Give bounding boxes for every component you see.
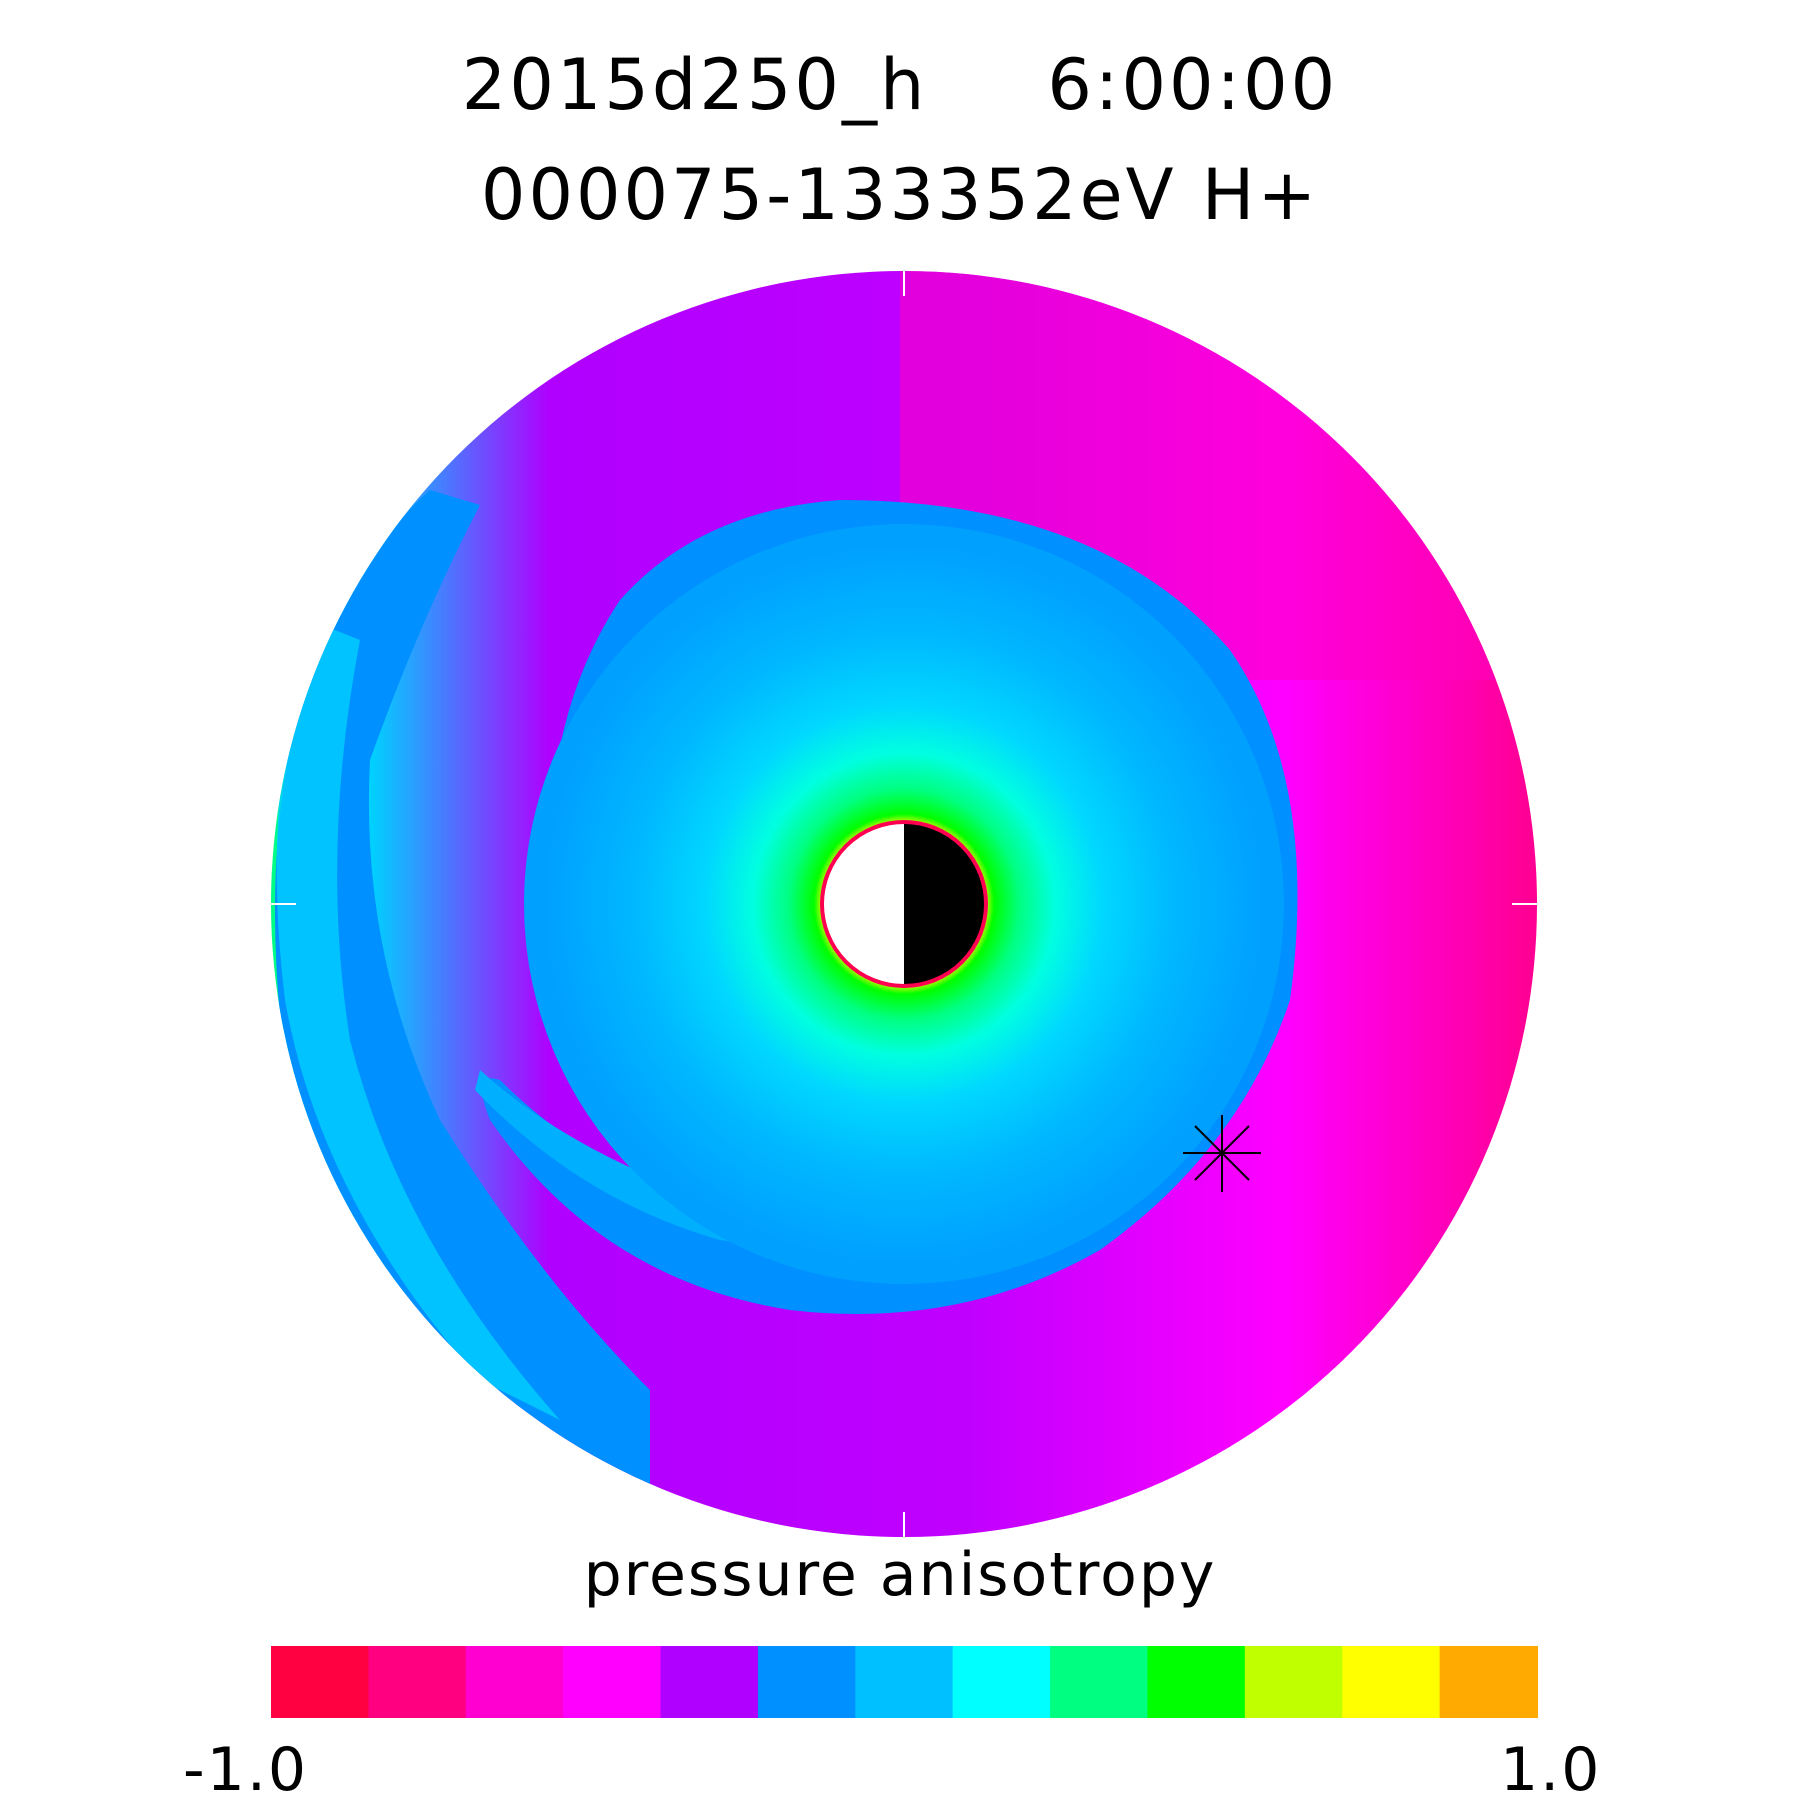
colorbar-swatch — [1147, 1646, 1246, 1718]
asterisk-marker — [1183, 1115, 1261, 1192]
time-label: 6:00:00 — [1047, 44, 1339, 126]
colorbar-swatch — [1244, 1646, 1344, 1718]
colorbar-title: pressure anisotropy — [583, 1540, 1217, 1610]
colorbar-swatch — [660, 1646, 759, 1718]
colorbar-swatch — [757, 1646, 857, 1718]
colorbar-swatch — [465, 1646, 565, 1718]
earth-icon — [820, 820, 988, 988]
run-id: 2015d250_h — [461, 44, 928, 126]
colorbar-swatch — [368, 1646, 467, 1718]
colorbar-swatch — [563, 1646, 662, 1718]
left-cyan-band — [276, 620, 560, 1420]
colorbar-swatch — [1050, 1646, 1149, 1718]
colorbar-swatch — [952, 1646, 1052, 1718]
colorbar-max-label: 1.0 — [1500, 1735, 1602, 1805]
axis-ticks — [271, 271, 1537, 1537]
colorbar-swatch — [271, 1646, 370, 1718]
plot-title: 2015d250_h 6:00:00 — [0, 50, 1800, 120]
colorbar-swatch — [1342, 1646, 1441, 1718]
plot-subtitle: 000075-133352eV H+ — [480, 154, 1320, 236]
colorbar-swatch — [1439, 1646, 1538, 1718]
colorbar-swatch — [855, 1646, 954, 1718]
colorbar — [271, 1646, 1538, 1718]
colorbar-min-label: -1.0 — [183, 1735, 309, 1805]
